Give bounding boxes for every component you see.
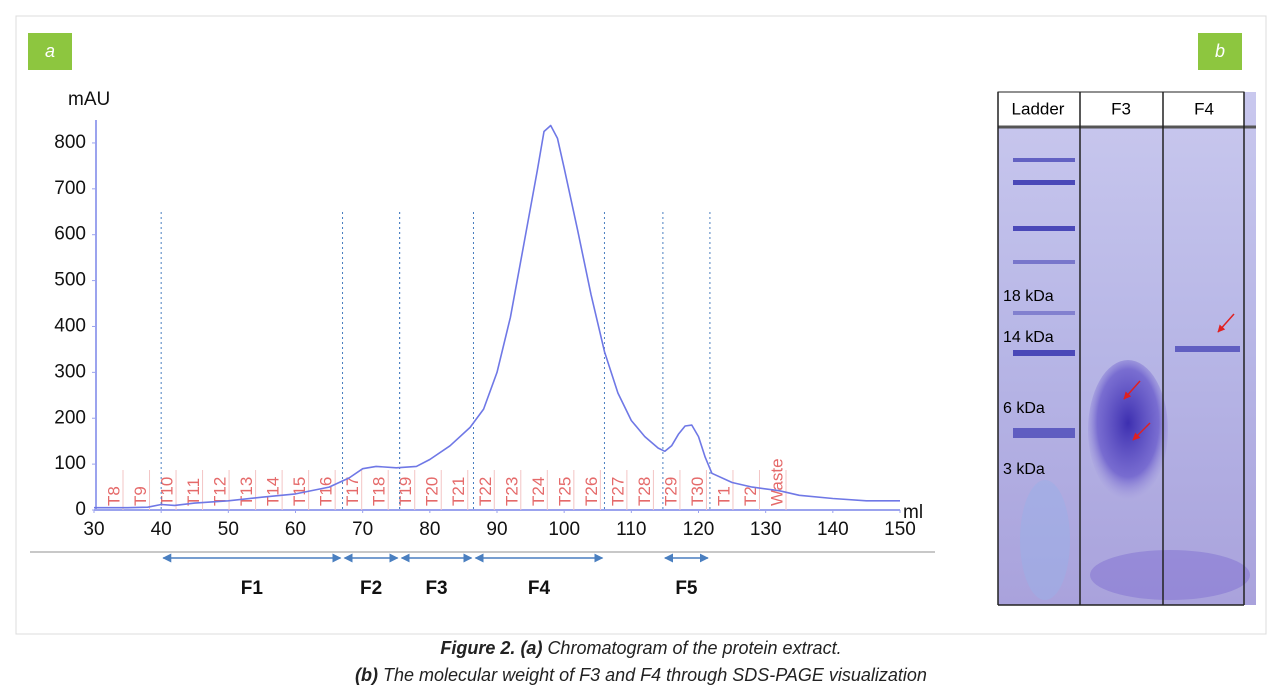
- tube-label: T13: [237, 477, 256, 506]
- x-tick-label: 150: [884, 519, 916, 540]
- tube-label: T23: [502, 477, 521, 506]
- fraction-label: F2: [360, 578, 382, 599]
- tube-label: T24: [529, 477, 548, 506]
- marker-label: 14 kDa: [1003, 329, 1054, 346]
- gel-bottom-smear: [1090, 550, 1250, 600]
- tube-label: T19: [396, 477, 415, 506]
- tube-label: T10: [158, 477, 177, 506]
- x-tick-label: 130: [750, 519, 782, 540]
- tube-label: T2: [741, 486, 760, 506]
- y-tick-label: 700: [54, 178, 86, 199]
- lane-dividers: [997, 92, 1245, 606]
- marker-label: 3 kDa: [1003, 461, 1045, 478]
- panel-label: b: [1215, 41, 1225, 61]
- fraction-label: F1: [241, 578, 264, 599]
- tube-label: Waste: [767, 458, 786, 506]
- caption-text: Chromatogram of the protein extract.: [547, 638, 842, 658]
- lane-label: Ladder: [1012, 99, 1065, 118]
- caption-label: (b): [355, 665, 379, 685]
- x-tick-label: 50: [218, 519, 239, 540]
- y-tick-label: 0: [75, 499, 86, 520]
- x-tick-label: 80: [419, 519, 440, 540]
- tube-label: T15: [290, 477, 309, 506]
- x-tick-label: 100: [548, 519, 580, 540]
- arrows: [1123, 313, 1235, 441]
- tube-label: T14: [264, 477, 283, 506]
- ladder-bands: [1013, 158, 1075, 438]
- marker-label: 18 kDa: [1003, 288, 1054, 305]
- ladder-smear: [1020, 480, 1070, 600]
- y-tick-label: 600: [54, 224, 86, 245]
- x-axis-label: ml: [903, 502, 923, 523]
- x-tick-label: 140: [817, 519, 849, 540]
- tube-label: T30: [688, 477, 707, 506]
- x-tick-label: 90: [486, 519, 507, 540]
- tube-label: T9: [131, 486, 150, 506]
- gel: Ladder F3 F4 18 kDa 14 kDa 6 kDa 3 kDa: [997, 91, 1256, 606]
- x-tick-label: 110: [616, 519, 646, 540]
- f3-smear: [1088, 360, 1168, 500]
- f4-band: [1175, 346, 1240, 352]
- tube-label: T20: [423, 477, 442, 506]
- chromatogram-line: [94, 124, 900, 509]
- y-tick-label: 400: [54, 315, 86, 336]
- tube-label: T27: [608, 477, 627, 506]
- lane-label: F3: [1111, 99, 1131, 118]
- tube-label: T22: [476, 477, 495, 506]
- caption-line: Figure 2. (a) Chromatogram of the protein…: [0, 638, 1282, 659]
- caption-label: Figure 2. (a): [440, 638, 543, 658]
- tube-label: T17: [343, 477, 362, 506]
- panel-label-box: [28, 33, 72, 70]
- caption-text: The molecular weight of F3 and F4 throug…: [383, 665, 927, 685]
- tube-label: T29: [661, 477, 680, 506]
- x-tick-label: 40: [151, 519, 172, 540]
- tube-label: T28: [635, 477, 654, 506]
- y-axis-label: mAU: [68, 89, 110, 110]
- tube-label: T18: [370, 477, 389, 506]
- tube-label: T26: [582, 477, 601, 506]
- marker-label: 6 kDa: [1003, 400, 1045, 417]
- tube-label: T16: [317, 477, 336, 506]
- y-tick-label: 300: [54, 361, 86, 382]
- tube-label: T11: [184, 478, 203, 506]
- y-tick-label: 800: [54, 132, 86, 153]
- fraction-label: F5: [675, 578, 698, 599]
- panel-label: a: [45, 41, 55, 61]
- panel-label-box: [1198, 33, 1242, 70]
- frame: [15, 15, 1267, 635]
- tube-label: T1: [714, 486, 733, 506]
- fraction-label: F3: [425, 578, 447, 599]
- lane-label: F4: [1194, 99, 1214, 118]
- y-tick-label: 200: [54, 407, 86, 428]
- tube-label: T25: [555, 477, 574, 506]
- x-tick-label: 120: [683, 519, 715, 540]
- y-tick-label: 100: [54, 453, 86, 474]
- tube-label: T12: [211, 477, 230, 506]
- fraction-label: F4: [528, 578, 551, 599]
- y-tick-label: 500: [54, 270, 86, 291]
- x-tick-label: 60: [285, 519, 306, 540]
- tube-label: T8: [104, 486, 123, 506]
- x-tick-label: 70: [352, 519, 373, 540]
- tube-label: T21: [449, 477, 468, 506]
- x-tick-label: 30: [83, 519, 104, 540]
- caption-line: (b) The molecular weight of F3 and F4 thr…: [0, 665, 1282, 686]
